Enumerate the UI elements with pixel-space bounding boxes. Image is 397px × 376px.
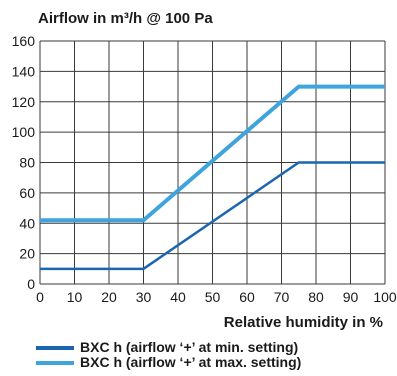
x-tick-label-60: 60	[239, 289, 255, 305]
x-tick-label-100: 100	[373, 289, 397, 305]
y-axis-title: Airflow in m³/h @ 100 Pa	[38, 10, 213, 27]
x-tick-label-40: 40	[170, 289, 186, 305]
y-tick-label-0: 0	[27, 276, 35, 292]
legend-swatch-max	[36, 360, 74, 365]
legend-item-min: BXC h (airflow ‘+’ at min. setting)	[36, 340, 301, 355]
y-tick-label-20: 20	[19, 246, 35, 262]
x-tick-label-0: 0	[36, 289, 44, 305]
x-tick-labels: 0 10 20 30 40 50 60 70 80 90 100	[36, 289, 397, 305]
series-line-1	[40, 84, 385, 223]
x-tick-label-20: 20	[101, 289, 117, 305]
legend-swatch-min	[36, 345, 74, 350]
y-tick-label-160: 160	[12, 33, 36, 49]
y-tick-label-60: 60	[19, 185, 35, 201]
x-tick-label-70: 70	[274, 289, 290, 305]
legend-label-max: BXC h (airflow ‘+’ at max. setting)	[80, 354, 302, 370]
x-tick-label-90: 90	[343, 289, 359, 305]
y-tick-label-100: 100	[12, 124, 36, 140]
x-tick-label-50: 50	[205, 289, 221, 305]
series-line-0	[40, 161, 385, 271]
legend: BXC h (airflow ‘+’ at min. setting) BXC …	[36, 340, 301, 370]
y-tick-label-40: 40	[19, 215, 35, 231]
legend-label-min: BXC h (airflow ‘+’ at min. setting)	[80, 339, 299, 355]
x-tick-label-80: 80	[308, 289, 324, 305]
x-tick-label-30: 30	[136, 289, 152, 305]
x-tick-label-10: 10	[67, 289, 83, 305]
y-tick-label-80: 80	[19, 155, 35, 171]
series-lines	[40, 84, 385, 271]
legend-item-max: BXC h (airflow ‘+’ at max. setting)	[36, 355, 301, 370]
x-axis-title: Relative humidity in %	[223, 314, 383, 331]
y-tick-label-140: 140	[12, 63, 36, 79]
y-tick-label-120: 120	[12, 94, 36, 110]
y-tick-labels: 0 20 40 60 80 100 120 140 160	[12, 33, 36, 292]
